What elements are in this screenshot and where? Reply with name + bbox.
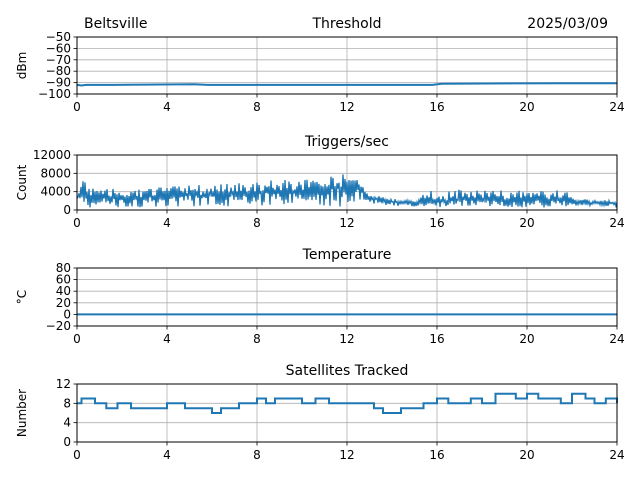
x-tick-label: 4 [163, 100, 171, 114]
x-tick-label: 0 [73, 216, 81, 230]
y-tick-label: −80 [46, 64, 71, 78]
y-tick-label: 0 [63, 203, 71, 217]
y-tick-label: 20 [56, 296, 71, 310]
x-tick-label: 8 [253, 100, 261, 114]
plot-frame [76, 383, 618, 443]
x-tick-label: 24 [609, 216, 624, 230]
x-tick-label: 16 [429, 332, 444, 346]
y-axis-label: °C [15, 290, 29, 304]
y-tick-label: 8 [63, 396, 71, 410]
x-tick-label: 8 [253, 332, 261, 346]
x-tick-label: 12 [339, 100, 354, 114]
y-tick-label: −50 [46, 30, 71, 44]
y-tick-label: 4000 [40, 185, 71, 199]
x-tick-label: 24 [609, 332, 624, 346]
chart-title: Threshold [312, 16, 382, 32]
plot-frame [76, 36, 618, 95]
y-tick-label: −90 [46, 76, 71, 90]
x-tick-label: 16 [429, 216, 444, 230]
plot-frame [76, 154, 618, 211]
x-tick-label: 24 [609, 448, 624, 462]
y-tick-label: −20 [46, 319, 71, 333]
x-tick-label: 20 [519, 448, 534, 462]
y-axis-label: Number [15, 389, 29, 437]
y-tick-label: −60 [46, 41, 71, 55]
y-axis-label: Count [15, 164, 29, 200]
y-tick-label: 0 [63, 307, 71, 321]
chart-title: Triggers/sec [304, 134, 389, 150]
x-tick-label: 0 [73, 332, 81, 346]
x-tick-label: 16 [429, 448, 444, 462]
chart-panel-1: Threshold 0 4 8 12 16 20 24 −50−60−70−80−90−100 d… [15, 16, 625, 114]
x-tick-label: 0 [73, 100, 81, 114]
x-tick-label: 12 [339, 216, 354, 230]
series-line [77, 392, 618, 414]
x-tick-label: 8 [253, 216, 261, 230]
y-tick-label: 40 [56, 284, 71, 298]
chart-panel-4: Satellites Tracked 0 4 8 12 16 20 24 12 8 4 0 Number [15, 363, 625, 462]
x-tick-label: 20 [519, 100, 534, 114]
x-tick-label: 16 [429, 100, 444, 114]
chart-panel-2: Triggers/sec 0 4 8 12 16 20 24 12000 8000 4000 0 Cou… [15, 134, 625, 230]
panels: Threshold 0 4 8 12 16 20 24 −50−60−70−80−90−100 d… [15, 16, 625, 462]
y-tick-label: 60 [56, 273, 71, 287]
y-axis-label: dBm [15, 52, 29, 80]
series-line [76, 82, 617, 87]
y-tick-label: −70 [46, 53, 71, 67]
series-line [76, 174, 618, 209]
chart-title: Temperature [302, 247, 392, 263]
y-tick-label: 4 [63, 416, 71, 430]
x-tick-label: 20 [519, 216, 534, 230]
y-tick-label: 12 [56, 377, 71, 391]
x-tick-label: 20 [519, 332, 534, 346]
y-tick-label: 8000 [40, 166, 71, 180]
x-tick-label: 4 [163, 332, 171, 346]
x-tick-label: 24 [609, 100, 624, 114]
x-tick-label: 4 [163, 448, 171, 462]
y-tick-label: 80 [56, 261, 71, 275]
x-tick-label: 8 [253, 448, 261, 462]
y-tick-label: 0 [63, 435, 71, 449]
x-tick-label: 4 [163, 216, 171, 230]
y-tick-label: 12000 [33, 148, 71, 162]
chart-title: Satellites Tracked [286, 363, 409, 379]
plot-frame [76, 267, 618, 327]
y-tick-label: −100 [38, 87, 71, 101]
header-location: Beltsville [84, 16, 147, 32]
x-tick-label: 12 [339, 448, 354, 462]
x-tick-label: 12 [339, 332, 354, 346]
x-tick-label: 0 [73, 448, 81, 462]
header-date: 2025/03/09 [527, 16, 608, 32]
